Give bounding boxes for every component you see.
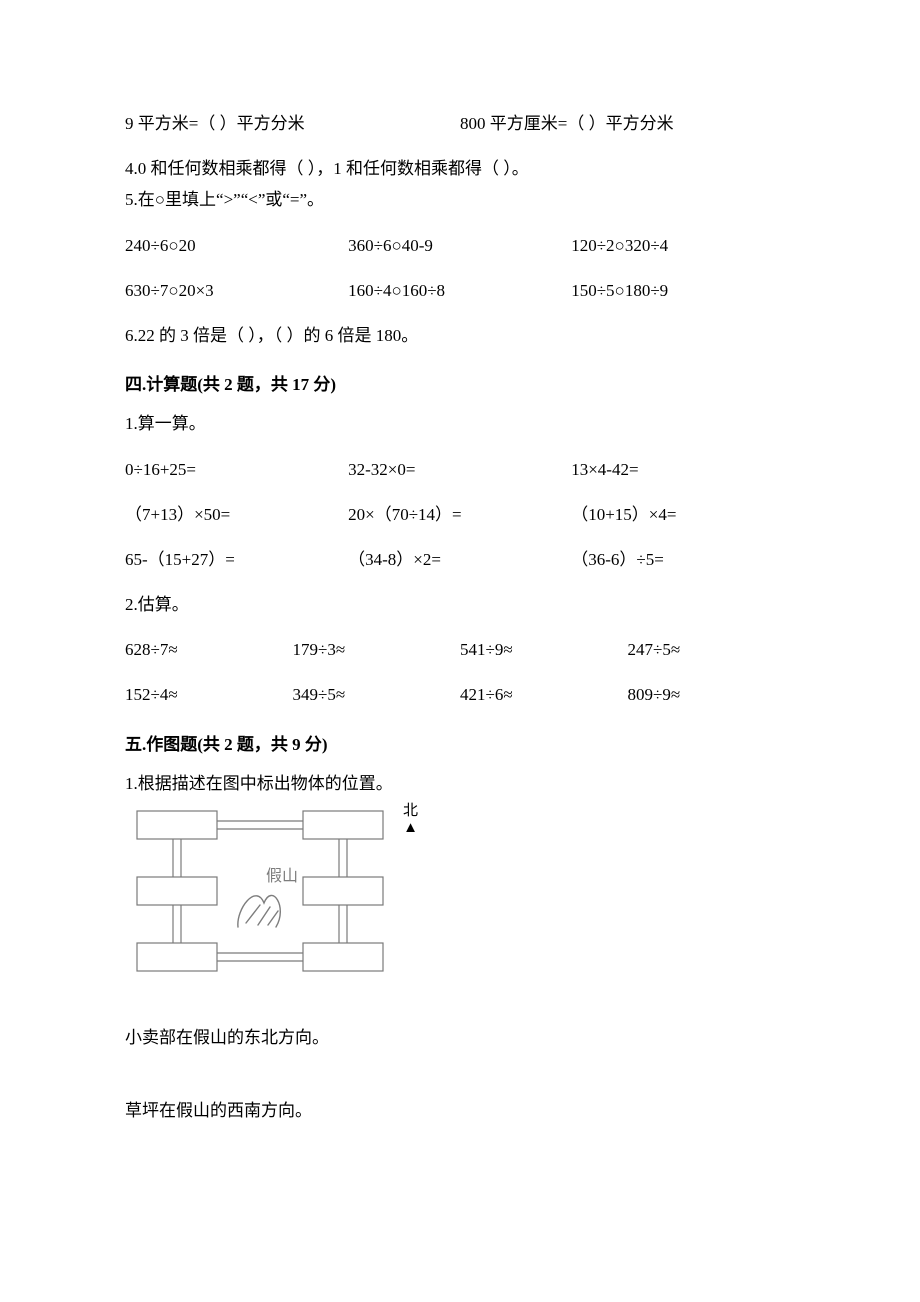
north-arrow-icon: ▲ [403, 820, 418, 837]
sec4-r3-b: （34-8）×2= [348, 546, 571, 573]
position-diagram: 假山 [125, 803, 395, 978]
q3-conversion-row: 9 平方米=（ ）平方分米 800 平方厘米=（ ）平方分米 [125, 110, 795, 137]
sec4-e2-c: 421÷6≈ [460, 681, 628, 708]
sec4-q1: 1.算一算。 [125, 410, 795, 437]
q5-r2-c: 150÷5○180÷9 [571, 277, 794, 304]
sec4-r3-a: 65-（15+27）= [125, 546, 348, 573]
sec4-e1-c: 541÷9≈ [460, 636, 628, 663]
sec4-r1-b: 32-32×0= [348, 456, 571, 483]
sec4-est-row-2: 152÷4≈ 349÷5≈ 421÷6≈ 809÷9≈ [125, 681, 795, 708]
sec4-r1-a: 0÷16+25= [125, 456, 348, 483]
sec4-e2-d: 809÷9≈ [628, 681, 796, 708]
sec4-e2-a: 152÷4≈ [125, 681, 293, 708]
sec4-q2: 2.估算。 [125, 591, 795, 618]
sec4-r2-c: （10+15）×4= [571, 501, 794, 528]
sec4-calc-row-1: 0÷16+25= 32-32×0= 13×4-42= [125, 456, 795, 483]
q5-r1-c: 120÷2○320÷4 [571, 232, 794, 259]
sec4-r2-b: 20×（70÷14）= [348, 501, 571, 528]
sec4-r1-c: 13×4-42= [571, 456, 794, 483]
sec4-calc-row-3: 65-（15+27）= （34-8）×2= （36-6）÷5= [125, 546, 795, 573]
sec4-e2-b: 349÷5≈ [293, 681, 461, 708]
sec5-q1: 1.根据描述在图中标出物体的位置。 [125, 770, 795, 797]
q5-r2-a: 630÷7○20×3 [125, 277, 348, 304]
sec4-r2-a: （7+13）×50= [125, 501, 348, 528]
north-indicator: 北 ▲ [403, 803, 418, 836]
north-label: 北 [403, 803, 418, 820]
sec5-line-2: 草坪在假山的西南方向。 [125, 1097, 795, 1124]
section-4-heading: 四.计算题(共 2 题，共 17 分) [125, 371, 795, 398]
sec4-e1-d: 247÷5≈ [628, 636, 796, 663]
position-diagram-wrap: 假山 北 ▲ [125, 803, 795, 978]
sec4-calc-row-2: （7+13）×50= 20×（70÷14）= （10+15）×4= [125, 501, 795, 528]
q5-intro: 5.在○里填上“>”“<”或“=”。 [125, 186, 795, 213]
q6-text: 6.22 的 3 倍是（ ），（ ）的 6 倍是 180。 [125, 322, 795, 349]
sec4-est-row-1: 628÷7≈ 179÷3≈ 541÷9≈ 247÷5≈ [125, 636, 795, 663]
q5-r1-b: 360÷6○40-9 [348, 232, 571, 259]
q5-r1-a: 240÷6○20 [125, 232, 348, 259]
q5-row-1: 240÷6○20 360÷6○40-9 120÷2○320÷4 [125, 232, 795, 259]
q5-row-2: 630÷7○20×3 160÷4○160÷8 150÷5○180÷9 [125, 277, 795, 304]
q4-text: 4.0 和任何数相乘都得（ ），1 和任何数相乘都得（ ）。 [125, 155, 795, 182]
q5-r2-b: 160÷4○160÷8 [348, 277, 571, 304]
section-5-heading: 五.作图题(共 2 题，共 9 分) [125, 731, 795, 758]
sec4-e1-a: 628÷7≈ [125, 636, 293, 663]
sec4-e1-b: 179÷3≈ [293, 636, 461, 663]
worksheet-page: 9 平方米=（ ）平方分米 800 平方厘米=（ ）平方分米 4.0 和任何数相… [0, 0, 920, 1302]
q3-right: 800 平方厘米=（ ）平方分米 [460, 110, 795, 137]
sec5-line-1: 小卖部在假山的东北方向。 [125, 1024, 795, 1051]
q3-left: 9 平方米=（ ）平方分米 [125, 110, 460, 137]
svg-text:假山: 假山 [266, 867, 298, 885]
sec4-r3-c: （36-6）÷5= [571, 546, 794, 573]
